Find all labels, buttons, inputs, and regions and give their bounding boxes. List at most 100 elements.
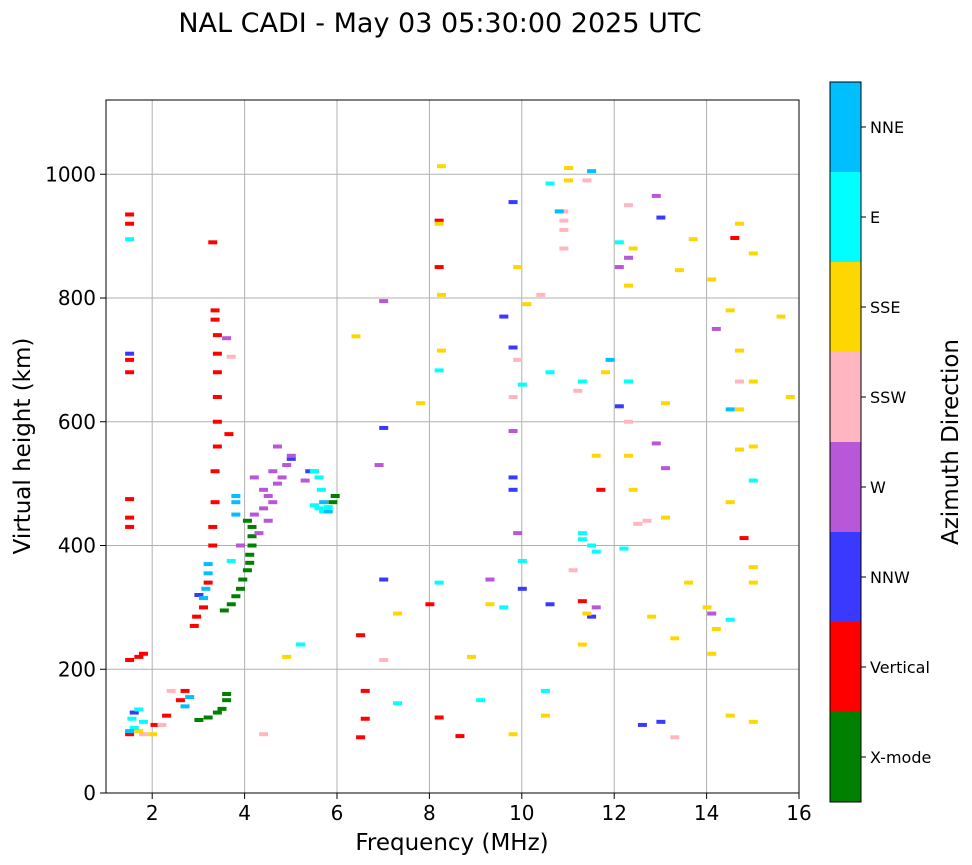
data-point [217, 706, 227, 711]
data-point [127, 716, 137, 721]
series-nnw [125, 200, 666, 727]
data-point [513, 357, 523, 362]
data-point [605, 357, 615, 362]
data-point [661, 401, 671, 406]
data-point [210, 500, 220, 505]
colorbar-segment [830, 532, 861, 622]
data-point [175, 698, 185, 703]
data-point [212, 333, 222, 338]
colorbar-segment [830, 352, 861, 442]
data-point [564, 166, 573, 171]
data-point [212, 351, 222, 356]
data-point [125, 351, 135, 356]
data-point [734, 379, 744, 384]
data-point [125, 221, 135, 226]
data-point [192, 614, 202, 619]
data-point [711, 326, 721, 331]
data-point [748, 379, 758, 384]
data-point [734, 407, 744, 412]
data-point [614, 404, 624, 409]
data-point [416, 401, 426, 406]
data-point [263, 518, 273, 523]
data-point [522, 302, 532, 307]
data-point [656, 215, 666, 220]
data-point [125, 515, 135, 520]
data-point [138, 719, 148, 724]
data-point [157, 722, 167, 727]
data-point [624, 255, 634, 260]
data-point [282, 654, 292, 659]
data-point [748, 444, 758, 449]
y-tick-label: 0 [83, 781, 96, 805]
data-point [776, 314, 786, 319]
data-point [125, 370, 135, 375]
x-tick-label: 12 [601, 801, 626, 825]
data-point [748, 478, 758, 483]
data-point [199, 605, 209, 610]
data-point [300, 478, 310, 483]
plot-frame [105, 99, 800, 794]
data-point [379, 657, 389, 662]
data-point [545, 602, 555, 607]
data-point [624, 453, 634, 458]
data-point [249, 512, 259, 517]
data-point [725, 407, 735, 412]
data-point [129, 710, 139, 715]
data-point [277, 475, 287, 480]
series-ssw [138, 178, 744, 740]
data-point [587, 169, 597, 174]
colorbar-tick-label: Vertical [870, 658, 930, 677]
data-point [125, 732, 135, 737]
data-point [138, 651, 148, 656]
series-w [222, 193, 721, 616]
data-point [208, 524, 218, 529]
data-point [286, 453, 296, 458]
x-axis-label: Frequency (MHz) [355, 830, 548, 856]
colorbar-tick-label: NNW [870, 568, 910, 587]
data-point [455, 734, 465, 739]
data-point [637, 722, 647, 727]
data-point [725, 308, 735, 313]
data-point [208, 240, 218, 245]
data-point [379, 299, 389, 304]
data-point [614, 265, 624, 270]
x-tick-label: 4 [238, 801, 251, 825]
data-point [508, 475, 518, 480]
data-point [540, 688, 550, 693]
data-point [194, 593, 204, 597]
data-point [725, 713, 735, 718]
data-point [624, 419, 634, 424]
colorbar-label: Azimuth Direction [938, 339, 964, 545]
data-point [309, 469, 319, 474]
data-point [476, 698, 486, 703]
series-vertical [125, 212, 749, 740]
data-point [259, 732, 269, 737]
data-point [554, 209, 564, 214]
data-point [125, 237, 135, 242]
data-point [707, 277, 717, 282]
data-point [249, 475, 259, 480]
data-point [203, 715, 213, 720]
data-point [661, 466, 671, 471]
data-point [203, 571, 213, 576]
data-point [199, 596, 209, 601]
data-point [212, 710, 222, 715]
data-point [577, 599, 587, 604]
data-point [734, 348, 744, 353]
data-point [748, 565, 758, 570]
data-point [711, 627, 721, 632]
data-point [434, 218, 444, 223]
data-point [231, 500, 241, 505]
data-point [203, 562, 213, 567]
data-point [203, 580, 213, 585]
y-axis-ticks: 0 200 400 600 800 1000 [45, 162, 106, 805]
data-point [224, 432, 234, 437]
data-point [434, 221, 444, 226]
data-point [564, 178, 573, 183]
data-point [642, 518, 652, 523]
data-point [125, 729, 135, 734]
x-tick-label: 16 [786, 801, 811, 825]
data-point [238, 577, 248, 582]
data-point [268, 469, 278, 474]
